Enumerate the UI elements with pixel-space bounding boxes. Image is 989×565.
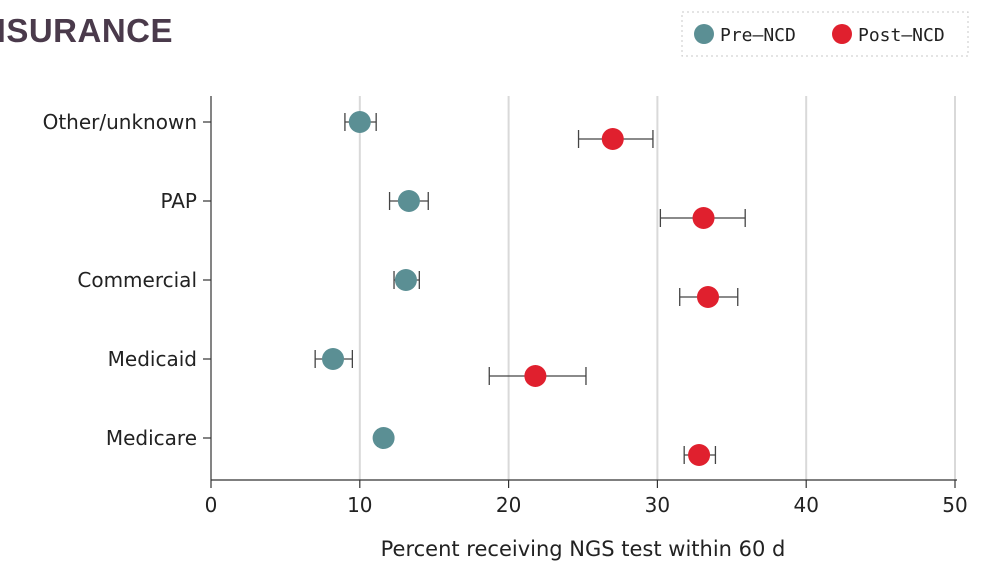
series-0-4-point [372, 427, 395, 449]
panel-title: NSURANCE [0, 12, 174, 49]
legend-label-post-ncd: Post–NCD [858, 25, 945, 46]
series-1-1-point [692, 207, 715, 229]
x-tick-label-0: 0 [205, 493, 218, 517]
grid [358, 96, 956, 480]
legend-marker-pre-ncd [694, 24, 714, 44]
category-label-0: Other/unknown [43, 110, 197, 134]
legend-marker-post-ncd [832, 24, 852, 44]
series-0-1-point [397, 190, 420, 212]
series-1-3-point [524, 365, 547, 387]
series-1-2-point [696, 286, 719, 308]
x-axis-title: Percent receiving NGS test within 60 d [381, 537, 786, 561]
series-1-0-point [601, 128, 624, 150]
category-label-4: Medicare [106, 426, 197, 450]
data-marks [314, 111, 746, 466]
category-label-2: Commercial [77, 268, 197, 292]
series-1-4-point [688, 444, 711, 466]
category-label-1: PAP [160, 189, 197, 213]
x-tick-label-20: 20 [496, 493, 521, 517]
legend-label-pre-ncd: Pre–NCD [720, 25, 796, 46]
x-tick-label-10: 10 [347, 493, 372, 517]
x-tick-label-50: 50 [942, 493, 967, 517]
series-0-3-point [322, 348, 345, 370]
series-0-0-point [348, 111, 371, 133]
series-0-2-point [394, 269, 417, 291]
category-label-3: Medicaid [108, 347, 197, 371]
legend: Pre–NCD Post–NCD [681, 11, 969, 57]
x-tick-label-30: 30 [645, 493, 670, 517]
x-tick-label-40: 40 [793, 493, 818, 517]
axes: 0 10 20 30 40 50 Other/unknown PAP Commercial Med… [43, 96, 968, 517]
